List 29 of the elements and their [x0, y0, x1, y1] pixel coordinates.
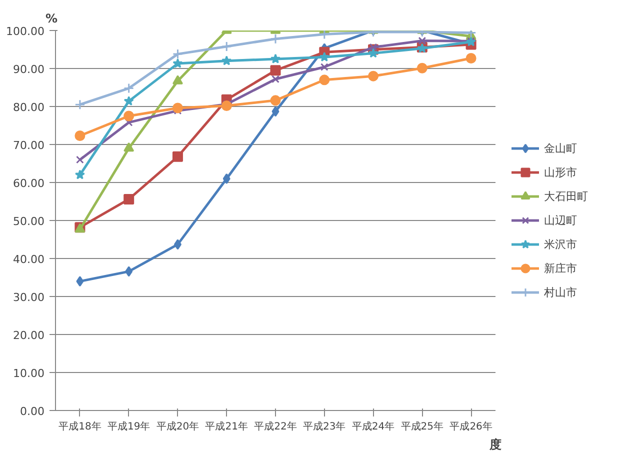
y-tick-label: 60.00 [13, 177, 45, 190]
x-tick-label: 平成25年 [400, 420, 444, 432]
legend-label: 新庄市 [544, 260, 577, 276]
legend-label: 米沢市 [544, 236, 577, 252]
y-axis-title: % [46, 12, 58, 26]
x-tick-label: 平成19年 [107, 420, 150, 432]
legend-label: 山辺町 [544, 212, 577, 228]
legend-label: 大石田町 [544, 188, 588, 204]
y-tick-label: 0.00 [20, 405, 45, 418]
legend-label: 村山市 [544, 284, 577, 300]
y-tick-label: 50.00 [13, 215, 45, 228]
legend-label: 金山町 [544, 140, 577, 156]
legend-label: 山形市 [544, 164, 577, 180]
y-tick-label: 30.00 [13, 291, 45, 304]
y-tick-label: 10.00 [13, 367, 45, 380]
x-tick-label: 平成24年 [352, 420, 395, 432]
x-tick-label: 平成20年 [156, 420, 200, 432]
x-tick-label: 平成26年 [450, 420, 492, 432]
y-tick-label: 100.00 [6, 25, 45, 38]
x-tick-label: 平成18年 [58, 420, 102, 432]
y-tick-label: 70.00 [13, 139, 45, 152]
y-tick-label: 90.00 [13, 63, 45, 76]
y-tick-label: 20.00 [13, 329, 45, 342]
x-tick-label: 平成22年 [254, 420, 297, 432]
x-tick-label: 平成21年 [205, 420, 248, 432]
y-tick-label: 80.00 [13, 101, 45, 114]
y-tick-label: 40.00 [13, 253, 45, 266]
x-axis-title: 度 [488, 438, 502, 452]
x-tick-label: 平成23年 [303, 420, 346, 432]
